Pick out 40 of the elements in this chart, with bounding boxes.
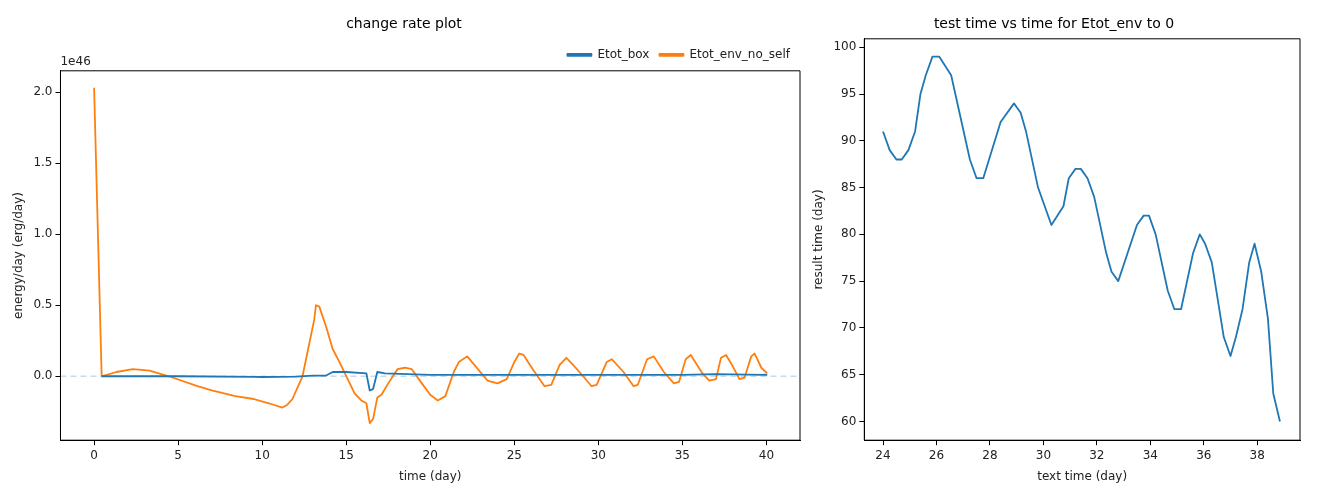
x-tick-label: 15 <box>338 447 354 462</box>
y-tick-label: 1.0 <box>33 226 53 241</box>
y-tick-label: 1.5 <box>33 155 53 170</box>
y-tick-label: 100 <box>833 39 857 54</box>
x-axis-title: time (day) <box>399 468 462 483</box>
y-tick-label: 0.5 <box>33 297 53 312</box>
y-tick-label: 90 <box>841 132 857 147</box>
legend-label: Etot_box <box>597 46 650 61</box>
text: 1e46 <box>60 53 91 68</box>
x-tick-label: 5 <box>174 447 182 462</box>
y-tick-label: 0.0 <box>33 368 53 383</box>
x-tick-label: 36 <box>1196 447 1212 462</box>
legend-label: Etot_env_no_self <box>689 46 791 61</box>
y-tick-label: 85 <box>841 179 857 194</box>
x-tick-label: 28 <box>982 447 998 462</box>
x-tick-label: 30 <box>1035 447 1052 462</box>
y-tick-label: 95 <box>841 86 857 101</box>
x-tick-label: 30 <box>590 447 606 462</box>
x-tick-label: 24 <box>875 447 891 462</box>
x-tick-label: 26 <box>928 447 945 462</box>
y-tick-label: 65 <box>841 366 857 381</box>
y-axis-title: energy/day (erg/day) <box>11 192 26 319</box>
y-axis-title: result time (day) <box>811 189 826 290</box>
x-tick-label: 38 <box>1249 447 1265 462</box>
x-tick-label: 34 <box>1142 447 1158 462</box>
y-tick-label: 60 <box>841 413 857 428</box>
y-tick-label: 70 <box>841 320 857 335</box>
chart-title: test time vs time for Etot_env to 0 <box>933 15 1175 32</box>
y-tick-label: 75 <box>841 273 857 288</box>
x-tick-label: 10 <box>254 447 270 462</box>
x-tick-label: 25 <box>506 447 522 462</box>
x-tick-label: 40 <box>758 447 775 462</box>
y-tick-label: 2.0 <box>33 84 53 99</box>
x-axis-title: text time (day) <box>1037 468 1128 483</box>
x-tick-label: 35 <box>674 447 690 462</box>
x-tick-label: 20 <box>422 447 438 462</box>
y-tick-label: 80 <box>841 226 857 241</box>
x-tick-label: 0 <box>90 447 98 462</box>
x-tick-label: 32 <box>1089 447 1105 462</box>
chart-title: change rate plot <box>346 15 463 32</box>
